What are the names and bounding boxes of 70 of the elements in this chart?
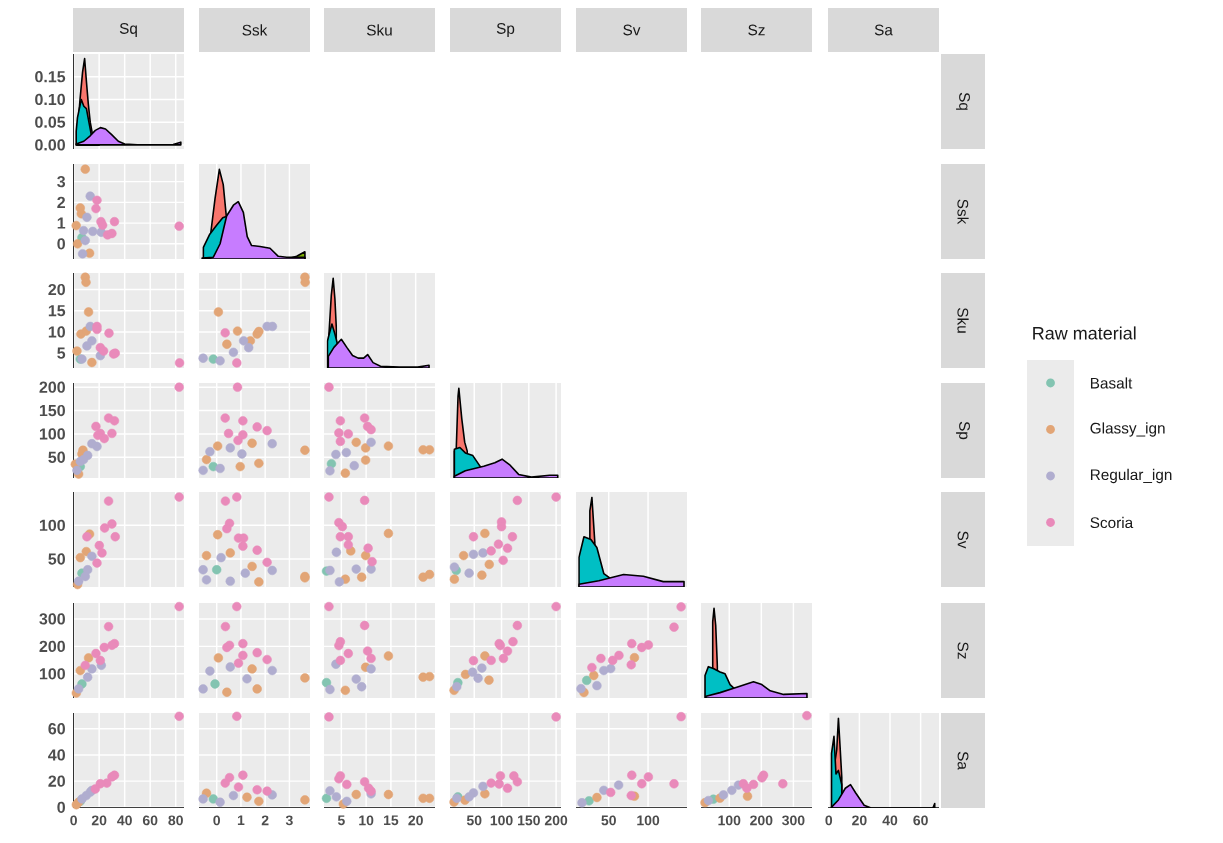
y-tick-label: 100	[39, 519, 65, 531]
x-tick-label: 80	[168, 815, 183, 826]
x-tick-label: 100	[718, 815, 741, 826]
y-tick-label: 50	[48, 451, 65, 463]
y-tick-label: 15	[48, 305, 66, 317]
y-tick-label: 200	[39, 381, 65, 393]
y-tick-label: 60	[48, 723, 65, 735]
legend-title: Raw material	[1033, 326, 1136, 340]
x-tick-label: 100	[490, 815, 513, 826]
y-tick-label: 10	[48, 326, 65, 338]
chart-title: Sq	[119, 23, 137, 37]
y-tick-label: 0.05	[35, 116, 66, 128]
y-tick-label: 2	[57, 196, 65, 208]
chart-title: Ssk	[242, 24, 268, 36]
x-tick-label: 0	[70, 815, 77, 826]
x-tick-label: 0	[825, 815, 833, 826]
x-tick-label: 20	[91, 815, 107, 826]
y2-axis-title: Sv	[957, 531, 969, 549]
x-tick-label: 100	[637, 815, 660, 826]
y-tick-label: 0	[57, 801, 65, 813]
y-tick-label: 0.15	[35, 71, 66, 83]
x-tick-label: 2	[261, 815, 269, 826]
x-tick-label: 3	[285, 815, 293, 826]
x-tick-label: 60	[142, 815, 158, 826]
y-tick-label: 3	[57, 175, 66, 188]
x-tick-label: 200	[544, 815, 568, 826]
x-tick-label: 50	[601, 815, 616, 826]
x-tick-label: 300	[782, 815, 805, 826]
y2-axis-title: Sa	[957, 751, 969, 770]
y-tick-label: 300	[39, 613, 65, 625]
y-tick-label: 20	[48, 775, 65, 787]
chart-title: Sku	[366, 24, 392, 36]
y-tick-label: 1	[57, 217, 66, 229]
y-tick-label: 20	[48, 283, 65, 296]
x-tick-label: 40	[882, 815, 898, 826]
y-tick-label: 0.10	[35, 93, 65, 106]
x-tick-label: 50	[466, 815, 482, 826]
y-tick-label: 5	[57, 347, 66, 359]
legend-label: Glassy_ign	[1090, 422, 1165, 437]
y2-axis-title: Sku	[957, 307, 969, 333]
y-tick-label: 200	[39, 640, 65, 653]
x-tick-label: 40	[117, 815, 132, 826]
y-tick-label: 0	[57, 238, 65, 250]
y-tick-label: 100	[39, 668, 65, 680]
x-tick-label: 5	[337, 815, 345, 826]
legend-label: Regular_ign	[1090, 468, 1172, 484]
chart-title: Sp	[496, 23, 515, 37]
legend-label: Scoria	[1090, 516, 1134, 529]
x-tick-label: 150	[518, 815, 540, 826]
x-tick-label: 60	[913, 815, 928, 826]
y2-axis-title: Ssk	[957, 199, 969, 225]
x-tick-label: 1	[237, 815, 245, 826]
y-tick-label: 0.00	[35, 139, 65, 151]
y-tick-label: 100	[39, 428, 65, 440]
x-tick-label: 20	[408, 815, 423, 826]
x-tick-label: 15	[384, 815, 399, 826]
x-tick-label: 200	[750, 815, 773, 826]
y2-axis-title: Sq	[956, 92, 970, 110]
x-tick-label: 20	[852, 815, 867, 826]
y-tick-label: 40	[48, 749, 65, 761]
y2-axis-title: Sz	[957, 642, 969, 659]
chart-title: Sa	[874, 24, 893, 36]
x-tick-label: 10	[359, 815, 374, 826]
x-tick-label: 0	[213, 815, 221, 826]
legend-label: Basalt	[1090, 377, 1133, 389]
y-tick-label: 150	[39, 404, 65, 417]
y-tick-label: 50	[48, 553, 65, 565]
y2-axis-title: Sp	[956, 421, 970, 440]
chart-title: Sv	[623, 24, 641, 36]
chart-title: Sz	[748, 24, 765, 36]
